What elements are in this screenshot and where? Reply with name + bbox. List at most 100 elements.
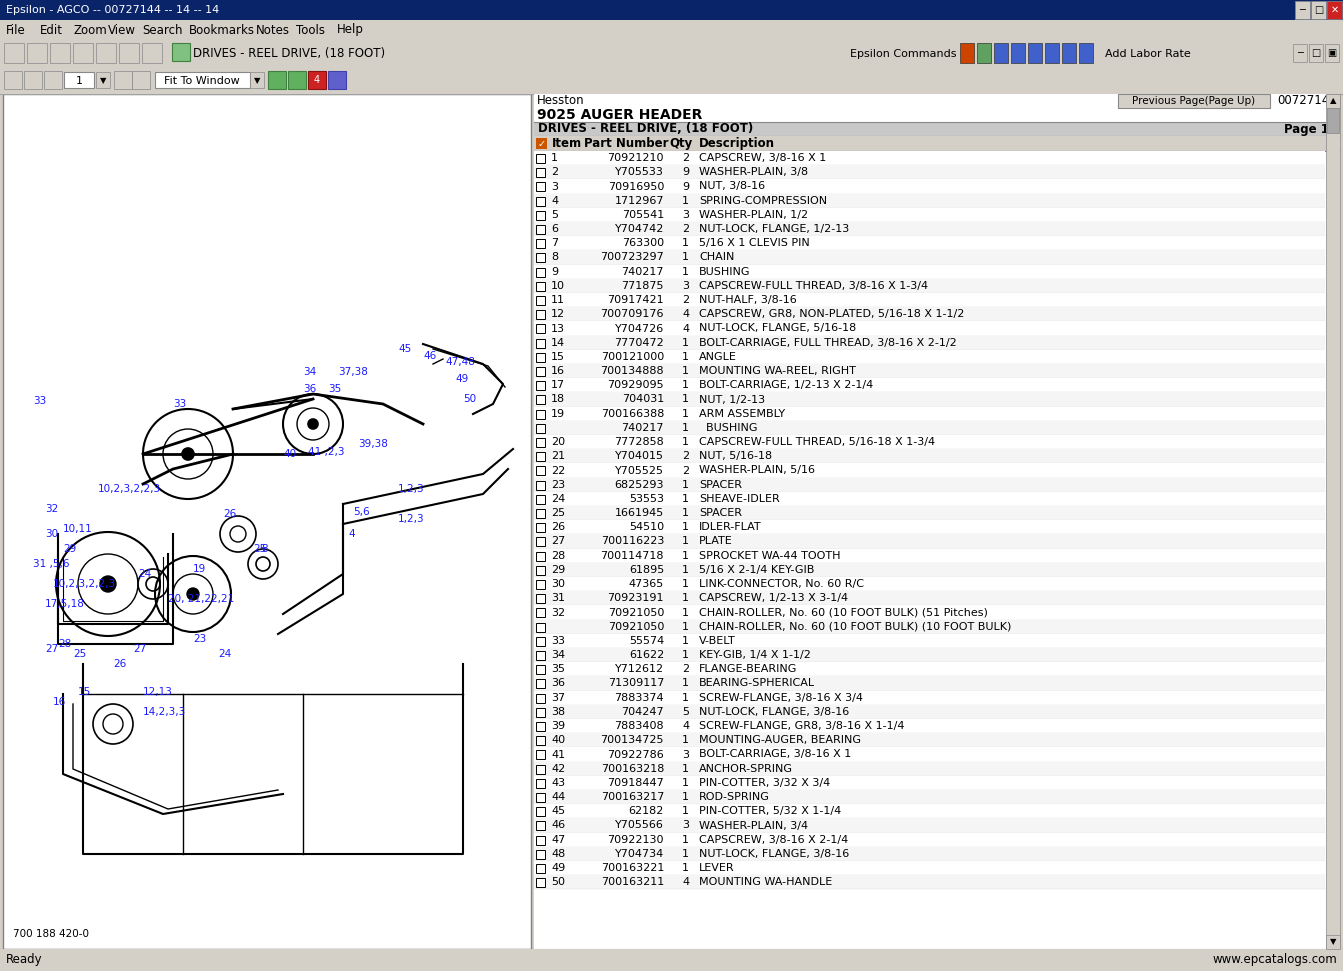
Text: 18: 18 [551,394,565,405]
Text: 70917421: 70917421 [607,295,663,305]
Bar [536,594,545,603]
Text: 24: 24 [218,649,231,659]
Bar [535,705,1326,719]
Bar [536,183,545,191]
Text: View: View [107,23,136,37]
Text: 740217: 740217 [622,267,663,277]
Text: 39,38: 39,38 [359,439,388,449]
Bar [536,310,545,319]
Text: 41 ,2,3: 41 ,2,3 [308,447,345,457]
Bar [536,352,545,362]
Text: 4: 4 [682,323,689,333]
Text: 3: 3 [682,210,689,219]
Bar [536,466,545,476]
Text: Hesston: Hesston [537,94,584,108]
Text: 12,13: 12,13 [142,687,173,697]
Text: 28: 28 [58,639,71,649]
Bar [535,662,1326,677]
Bar [95,72,110,88]
Bar [536,296,545,305]
Text: 16: 16 [52,697,66,707]
Text: 4: 4 [682,310,689,319]
Bar [535,534,1326,549]
Text: 46: 46 [551,820,565,830]
Bar [535,875,1326,889]
Text: 5,6: 5,6 [353,507,369,517]
Bar [535,748,1326,761]
Text: 1: 1 [682,537,689,547]
Text: Help: Help [337,23,364,37]
Text: SHEAVE-IDLER: SHEAVE-IDLER [698,494,780,504]
Text: ▼: ▼ [99,77,106,85]
Text: 1: 1 [682,366,689,376]
Bar [1045,43,1060,63]
Text: 53553: 53553 [629,494,663,504]
Text: Qty: Qty [669,137,692,150]
Bar [172,43,189,61]
Text: Item: Item [552,137,582,150]
Text: 47: 47 [551,835,565,845]
Bar [536,438,545,447]
Text: 70918447: 70918447 [607,778,663,787]
Text: 34: 34 [551,651,565,660]
Bar [536,878,545,887]
Text: 700116223: 700116223 [600,537,663,547]
Bar [0,949,1343,971]
Text: CAPSCREW, GR8, NON-PLATED, 5/16-18 X 1-1/2: CAPSCREW, GR8, NON-PLATED, 5/16-18 X 1-1… [698,310,964,319]
Bar [535,420,1326,435]
Bar [535,478,1326,491]
Bar [535,506,1326,520]
Bar [535,847,1326,861]
Text: 70921050: 70921050 [607,608,663,618]
Bar [536,154,545,163]
Bar [536,680,545,688]
Text: 704031: 704031 [622,394,663,405]
Text: 700114718: 700114718 [600,551,663,560]
Text: 44: 44 [551,792,565,802]
Bar [535,450,1326,463]
Text: 26: 26 [551,522,565,532]
Text: 7: 7 [551,238,559,249]
Text: 38: 38 [551,707,565,717]
Bar [536,736,545,745]
Text: 2: 2 [682,664,689,674]
Text: 1: 1 [682,621,689,632]
Text: Edit: Edit [40,23,63,37]
Text: 1: 1 [682,792,689,802]
Text: 9025 AUGER HEADER: 9025 AUGER HEADER [537,108,702,122]
Text: 17,5,18: 17,5,18 [46,599,85,609]
Text: BOLT-CARRIAGE, FULL THREAD, 3/8-16 X 2-1/2: BOLT-CARRIAGE, FULL THREAD, 3/8-16 X 2-1… [698,338,956,348]
Text: 8: 8 [551,252,559,262]
Text: 1: 1 [682,508,689,519]
Text: 1: 1 [682,608,689,618]
Bar [535,94,1340,949]
Bar [536,481,545,489]
Bar [536,779,545,787]
Bar [535,165,1326,180]
Bar [269,71,286,89]
Bar [24,71,42,89]
Text: 9: 9 [682,182,689,191]
Text: 31: 31 [551,593,565,603]
Bar [535,690,1326,705]
Text: 2: 2 [682,295,689,305]
Text: 48: 48 [551,849,565,859]
Text: NUT, 3/8-16: NUT, 3/8-16 [698,182,766,191]
Text: 6825293: 6825293 [615,480,663,489]
Text: 705541: 705541 [622,210,663,219]
Text: 1: 1 [682,692,689,703]
Bar [308,71,326,89]
Bar [536,168,545,177]
Text: 1: 1 [682,409,689,419]
Text: 26: 26 [113,659,126,669]
Text: 10,11: 10,11 [63,524,93,534]
Text: 700163218: 700163218 [600,764,663,774]
Text: CHAIN-ROLLER, No. 60 (10 FOOT BULK) (10 FOOT BULK): CHAIN-ROLLER, No. 60 (10 FOOT BULK) (10 … [698,621,1011,632]
Bar [536,324,545,333]
Text: Tools: Tools [295,23,325,37]
Text: 70922786: 70922786 [607,750,663,759]
Text: Previous Page(Page Up): Previous Page(Page Up) [1132,96,1256,106]
Bar [142,43,163,63]
Bar [1327,1,1342,19]
Text: 47365: 47365 [629,579,663,589]
